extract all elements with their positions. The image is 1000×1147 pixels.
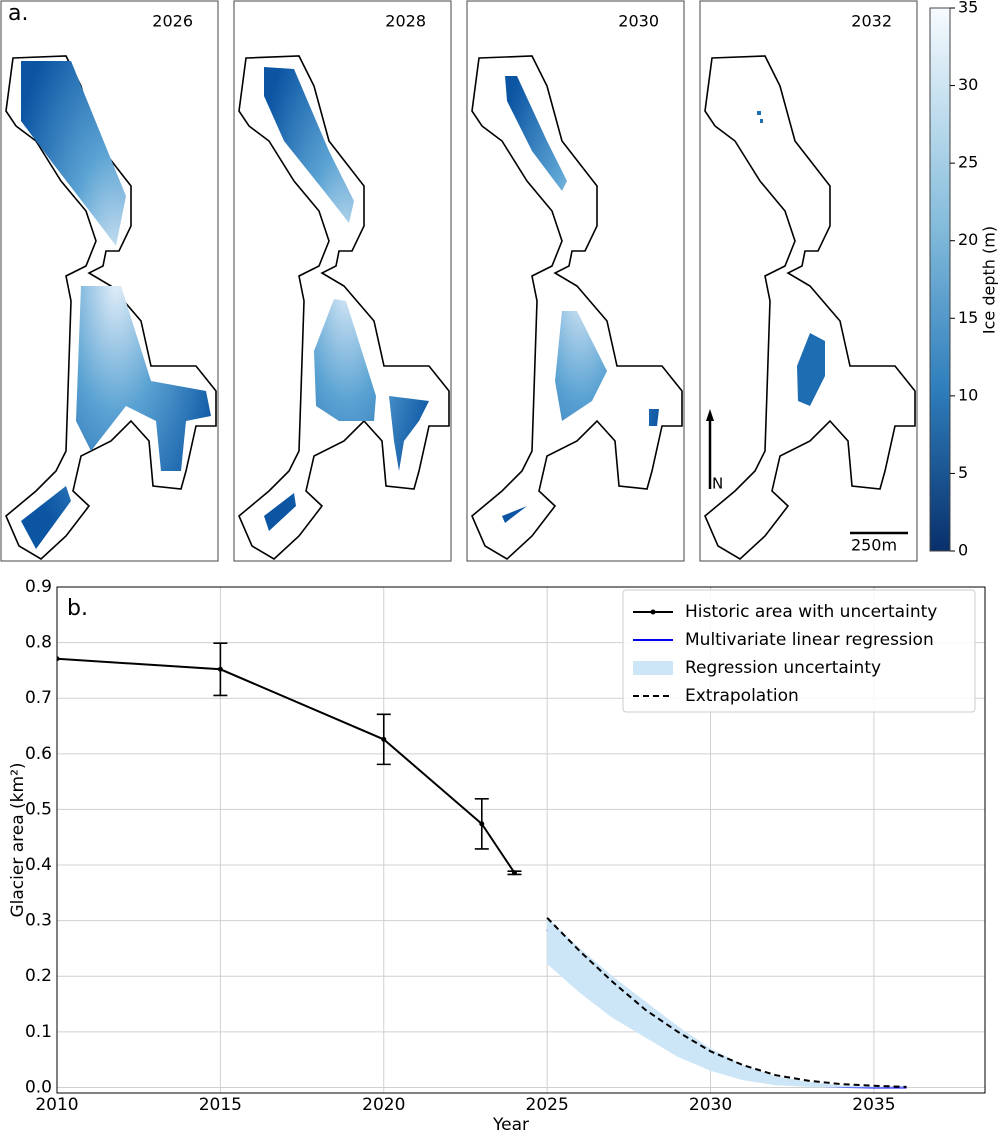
- error-bar: [376, 713, 391, 766]
- scale-label: 250m: [851, 536, 897, 555]
- colorbar-tick-label: 35: [958, 0, 978, 17]
- y-tick-label: 0.5: [25, 799, 52, 819]
- panel-label: b.: [67, 596, 88, 621]
- colorbar-tick-label: 20: [958, 230, 978, 249]
- legend-label: Extrapolation: [685, 686, 799, 706]
- plot-b: 2010 2015 2020 2025 2030 2035 0.0 0.1 0.2 0.3 0.4 0…: [8, 577, 986, 1135]
- legend-swatch: [633, 661, 673, 675]
- colorbar: [929, 7, 951, 552]
- legend-label: Regression uncertainty: [685, 658, 881, 678]
- y-axis-label: Glacier area (km²): [8, 762, 28, 917]
- y-tick-label: 0.6: [25, 744, 52, 764]
- colorbar-tick-label: 5: [958, 463, 968, 482]
- panel-year: 2028: [385, 12, 426, 31]
- x-tick-label: 2015: [199, 1095, 242, 1115]
- north-label: N: [712, 475, 723, 493]
- panel-year: 2030: [618, 12, 659, 31]
- y-tick-label: 0.0: [25, 1077, 52, 1097]
- y-tick-label: 0.2: [25, 966, 52, 986]
- error-bar: [507, 870, 522, 876]
- y-tick-label: 0.1: [25, 1022, 52, 1042]
- error-bar: [474, 798, 489, 850]
- y-tick-label: 0.4: [25, 855, 52, 875]
- series-line: [57, 657, 516, 874]
- y-tick-label: 0.9: [25, 577, 52, 597]
- legend-box: [622, 589, 976, 713]
- legend-marker: [650, 609, 656, 615]
- axes-frame: [56, 586, 986, 1094]
- panel-label: a.: [8, 1, 28, 26]
- uncertainty-band: [547, 917, 907, 1088]
- colorbar-tick-label: 0: [958, 541, 968, 560]
- error-bar: [213, 642, 228, 697]
- map-panel: [699, 0, 918, 562]
- panel-year: 2032: [851, 12, 892, 31]
- point: [57, 656, 60, 662]
- x-axis-label: Year: [492, 1115, 529, 1135]
- map-panel: [466, 0, 685, 562]
- x-tick-label: 2030: [689, 1095, 732, 1115]
- x-tick-label: 2025: [526, 1095, 569, 1115]
- colorbar-tick-label: 25: [958, 153, 978, 172]
- x-tick-label: 2020: [362, 1095, 405, 1115]
- map-panel: [0, 0, 219, 562]
- map-panels: [0, 0, 951, 562]
- colorbar-label: Ice depth (m): [980, 226, 999, 334]
- y-tick-label: 0.8: [25, 633, 52, 653]
- x-tick-label: 2010: [35, 1095, 78, 1115]
- colorbar-tick-label: 15: [958, 308, 978, 327]
- series-line: [546, 917, 907, 1088]
- legend-label: Historic area with uncertainty: [685, 602, 937, 622]
- x-tick-label: 2035: [852, 1095, 895, 1115]
- colorbar-tick-label: 30: [958, 75, 978, 94]
- y-tick-label: 0.3: [25, 911, 52, 931]
- map-panel: [233, 0, 452, 562]
- legend-label: Multivariate linear regression: [685, 630, 934, 650]
- colorbar-tick-label: 10: [958, 385, 978, 404]
- plot-area: [57, 642, 907, 1089]
- y-tick-label: 0.7: [25, 688, 52, 708]
- panel-year: 2026: [152, 12, 193, 31]
